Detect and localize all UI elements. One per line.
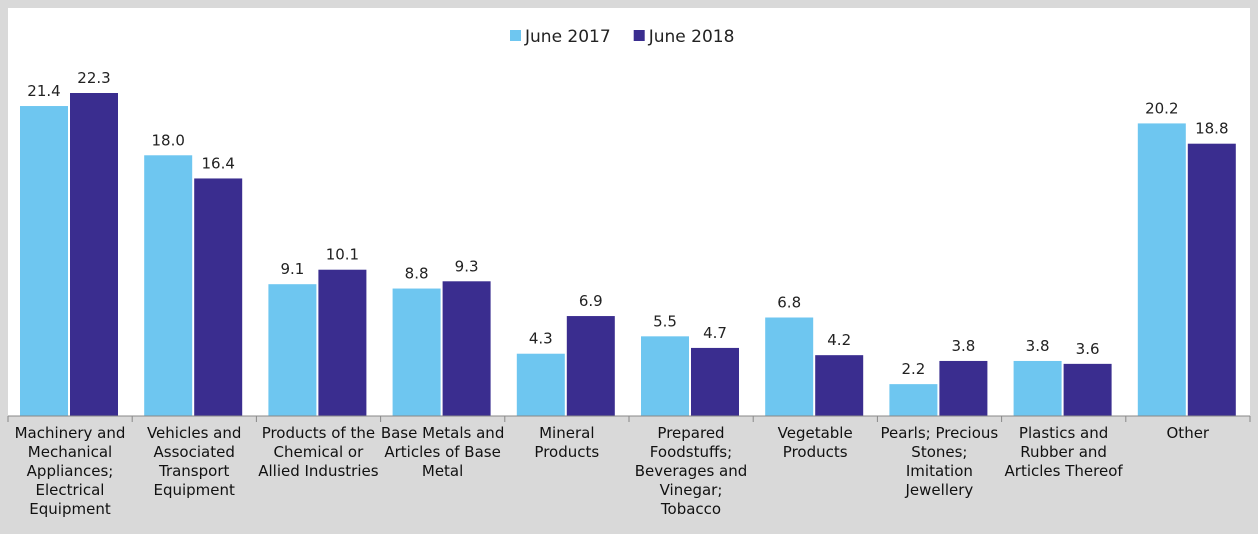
- data-label: 2.2: [901, 360, 925, 378]
- legend-swatch: [633, 30, 645, 41]
- data-label: 4.2: [827, 331, 851, 349]
- bar: [691, 347, 739, 416]
- data-label: 6.9: [579, 292, 603, 310]
- bar: [765, 317, 814, 416]
- bar: [641, 336, 689, 416]
- data-label: 3.8: [1026, 337, 1050, 355]
- data-label: 22.3: [77, 69, 110, 87]
- bar: [392, 288, 441, 416]
- legend-label: June 2018: [648, 27, 735, 47]
- data-label: 20.2: [1145, 99, 1178, 117]
- data-label: 18.8: [1195, 120, 1228, 138]
- x-tick-label: Products of the Chemical or Allied Indus…: [258, 424, 379, 480]
- data-label: 3.6: [1076, 340, 1100, 358]
- data-label: 16.4: [201, 154, 234, 172]
- x-tick-label: Plastics and Rubber and Articles Thereof: [1004, 424, 1123, 480]
- data-label: 9.3: [455, 257, 479, 275]
- legend-swatch: [510, 30, 521, 41]
- bar: [1137, 123, 1186, 416]
- x-tick-label: Prepared Foodstuffs; Beverages and Vineg…: [634, 424, 748, 518]
- x-tick-label: Vegetable Products: [777, 424, 853, 461]
- bar: [939, 360, 988, 416]
- data-label: 3.8: [951, 337, 975, 355]
- bar: [194, 178, 243, 416]
- x-tick-label: Base Metals and Articles of Base Metal: [380, 424, 505, 480]
- bar: [1013, 360, 1062, 416]
- bar: [1063, 363, 1112, 416]
- bar: [144, 155, 193, 416]
- data-label: 6.8: [777, 294, 801, 312]
- bar: [318, 269, 367, 416]
- data-label: 21.4: [27, 82, 60, 100]
- legend-label: June 2017: [524, 27, 611, 47]
- bar: [566, 316, 615, 416]
- bar: [889, 384, 938, 416]
- bar: [1187, 143, 1236, 416]
- data-label: 9.1: [280, 260, 304, 278]
- data-label: 10.1: [326, 246, 359, 264]
- x-tick-label: Machinery and Mechanical Appliances; Ele…: [14, 424, 126, 518]
- bar: [268, 284, 317, 416]
- x-tick-label: Mineral Products: [534, 424, 600, 461]
- bar: [815, 355, 864, 416]
- bar: [516, 353, 565, 416]
- data-label: 18.0: [151, 131, 184, 149]
- data-label: 4.3: [529, 330, 553, 348]
- x-tick-label: Vehicles and Associated Transport Equipm…: [146, 424, 242, 499]
- bar: [20, 106, 68, 416]
- bar: [70, 93, 118, 416]
- x-tick-label: Pearls; Precious Stones; Imitation Jewel…: [880, 424, 999, 499]
- data-label: 8.8: [405, 265, 429, 283]
- bar: [442, 281, 491, 416]
- x-tick-label: Other: [1166, 424, 1210, 442]
- data-label: 5.5: [653, 312, 677, 330]
- data-label: 4.7: [703, 324, 727, 342]
